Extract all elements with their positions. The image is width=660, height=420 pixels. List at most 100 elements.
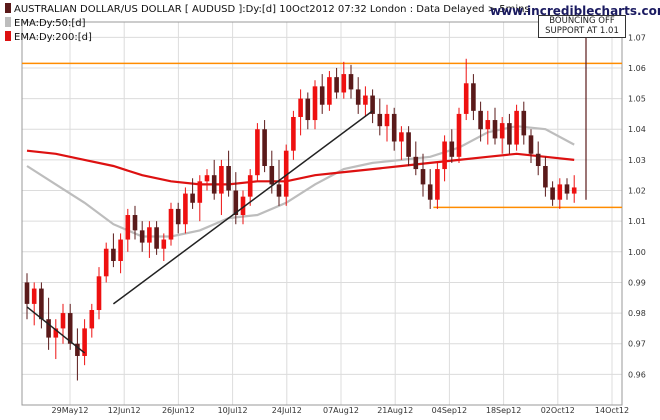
y-tick-label: 1.06 xyxy=(628,64,646,73)
candle-body xyxy=(211,175,217,194)
candle-body xyxy=(31,288,37,304)
candle-body xyxy=(67,313,73,344)
candle-body xyxy=(39,288,44,320)
candle-body xyxy=(219,166,224,194)
candle-body xyxy=(46,319,51,338)
y-tick-label: 0.96 xyxy=(628,370,646,379)
candle-body xyxy=(147,227,152,243)
candle-body xyxy=(125,215,131,240)
y-tick-label: 1.07 xyxy=(628,33,646,42)
plot-frame xyxy=(21,21,623,406)
candle-body xyxy=(492,120,498,139)
candle-body xyxy=(355,89,361,105)
y-tick-label: 1.02 xyxy=(628,187,646,196)
candle-body xyxy=(24,282,30,304)
candle-body xyxy=(82,328,87,356)
candle-body xyxy=(118,239,123,261)
candle-body xyxy=(535,153,541,167)
candle-body xyxy=(370,95,375,114)
candle-body xyxy=(406,132,411,157)
x-tick-label: 21Aug12 xyxy=(377,406,413,415)
candle-body xyxy=(103,248,109,277)
candle-body xyxy=(154,227,159,249)
candle-body xyxy=(60,313,66,329)
candle-body xyxy=(262,129,267,167)
candle-body xyxy=(89,310,95,329)
candle-body xyxy=(456,113,462,157)
instrument-swatch xyxy=(5,3,11,13)
annotation-box: BOUNCING OFF SUPPORT AT 1.01 xyxy=(538,15,626,38)
x-axis-ticks: 29May12 12Jun12 26Jun12 10Jul12 24Jul12 07Aug… xyxy=(52,406,630,415)
x-tick-label: 02Oct12 xyxy=(541,406,575,415)
candle-body xyxy=(233,190,239,216)
ema200-series xyxy=(26,149,575,186)
legend-ema200: EMA:Dy:200:[d] xyxy=(5,31,92,43)
candle-body xyxy=(363,95,368,105)
candle-body xyxy=(514,110,519,145)
ema50-line xyxy=(26,125,575,238)
y-tick-label: 0.99 xyxy=(628,278,646,287)
y-tick-label: 0.97 xyxy=(628,340,646,349)
x-tick-label: 12Jun12 xyxy=(108,406,141,415)
candle-body xyxy=(399,132,404,142)
ema50-label: EMA:Dy:50:[d] xyxy=(14,18,86,29)
candle-body xyxy=(348,74,354,90)
x-tick-label: 29May12 xyxy=(52,406,89,415)
candle-body xyxy=(449,141,455,157)
candle-body xyxy=(305,98,311,121)
candle-body xyxy=(528,135,534,154)
ema50-series xyxy=(26,125,575,238)
legend-ema50: EMA:Dy:50:[d] xyxy=(5,17,85,29)
y-tick-label: 1.04 xyxy=(628,125,646,134)
candle-body xyxy=(471,83,476,111)
y-axis-ticks: 0.96 0.97 0.98 0.99 1.00 1.01 1.02 1.03 1.04 1.05… xyxy=(628,33,646,379)
y-tick-label: 1.05 xyxy=(628,95,646,104)
ema200-label: EMA:Dy:200:[d] xyxy=(14,32,92,43)
y-tick-label: 1.01 xyxy=(628,217,646,226)
candle-body xyxy=(507,123,512,145)
candle-body xyxy=(190,193,195,203)
candle-body xyxy=(168,208,174,240)
candle-body xyxy=(543,166,548,188)
candle-body xyxy=(442,141,447,170)
candle-body xyxy=(463,83,469,114)
candle-body xyxy=(413,156,419,170)
candle-body xyxy=(204,175,210,182)
candle-body xyxy=(291,116,296,151)
chart-title-row: AUSTRALIAN DOLLAR/US DOLLAR [ AUDUSD ]:D… xyxy=(5,3,530,15)
candle-body xyxy=(75,343,80,356)
candle-body xyxy=(111,248,116,261)
candle-body xyxy=(139,230,145,243)
candle-body xyxy=(175,208,181,225)
x-tick-label: 18Sep12 xyxy=(486,406,521,415)
x-tick-label: 07Aug12 xyxy=(323,406,359,415)
candle-body xyxy=(499,123,505,139)
candle-body xyxy=(298,98,303,117)
candle-body xyxy=(521,110,527,136)
candle-body xyxy=(564,184,570,194)
trendline xyxy=(112,110,374,305)
candle-body xyxy=(478,110,483,130)
site-logo[interactable]: www.incrediblecharts.com xyxy=(490,4,660,18)
candle-body xyxy=(53,328,59,338)
candle-body xyxy=(161,239,167,249)
candle-body xyxy=(341,74,347,93)
candle-body xyxy=(377,113,383,127)
candle-body xyxy=(183,193,188,225)
candle-body xyxy=(247,175,253,197)
candle-body xyxy=(435,169,440,200)
y-tick-label: 0.98 xyxy=(628,309,646,318)
candle-body xyxy=(550,187,555,200)
x-tick-label: 04Sep12 xyxy=(432,406,467,415)
candle-body xyxy=(557,184,563,200)
candle-body xyxy=(276,184,282,197)
candle-body xyxy=(96,276,102,311)
candle-body xyxy=(269,166,275,185)
x-tick-label: 10Jul12 xyxy=(218,406,248,415)
candle-body xyxy=(255,129,260,176)
candle-body xyxy=(327,77,332,105)
x-tick-label: 14Oct12 xyxy=(595,406,629,415)
candle-body xyxy=(319,86,325,105)
candle-body xyxy=(240,196,246,216)
